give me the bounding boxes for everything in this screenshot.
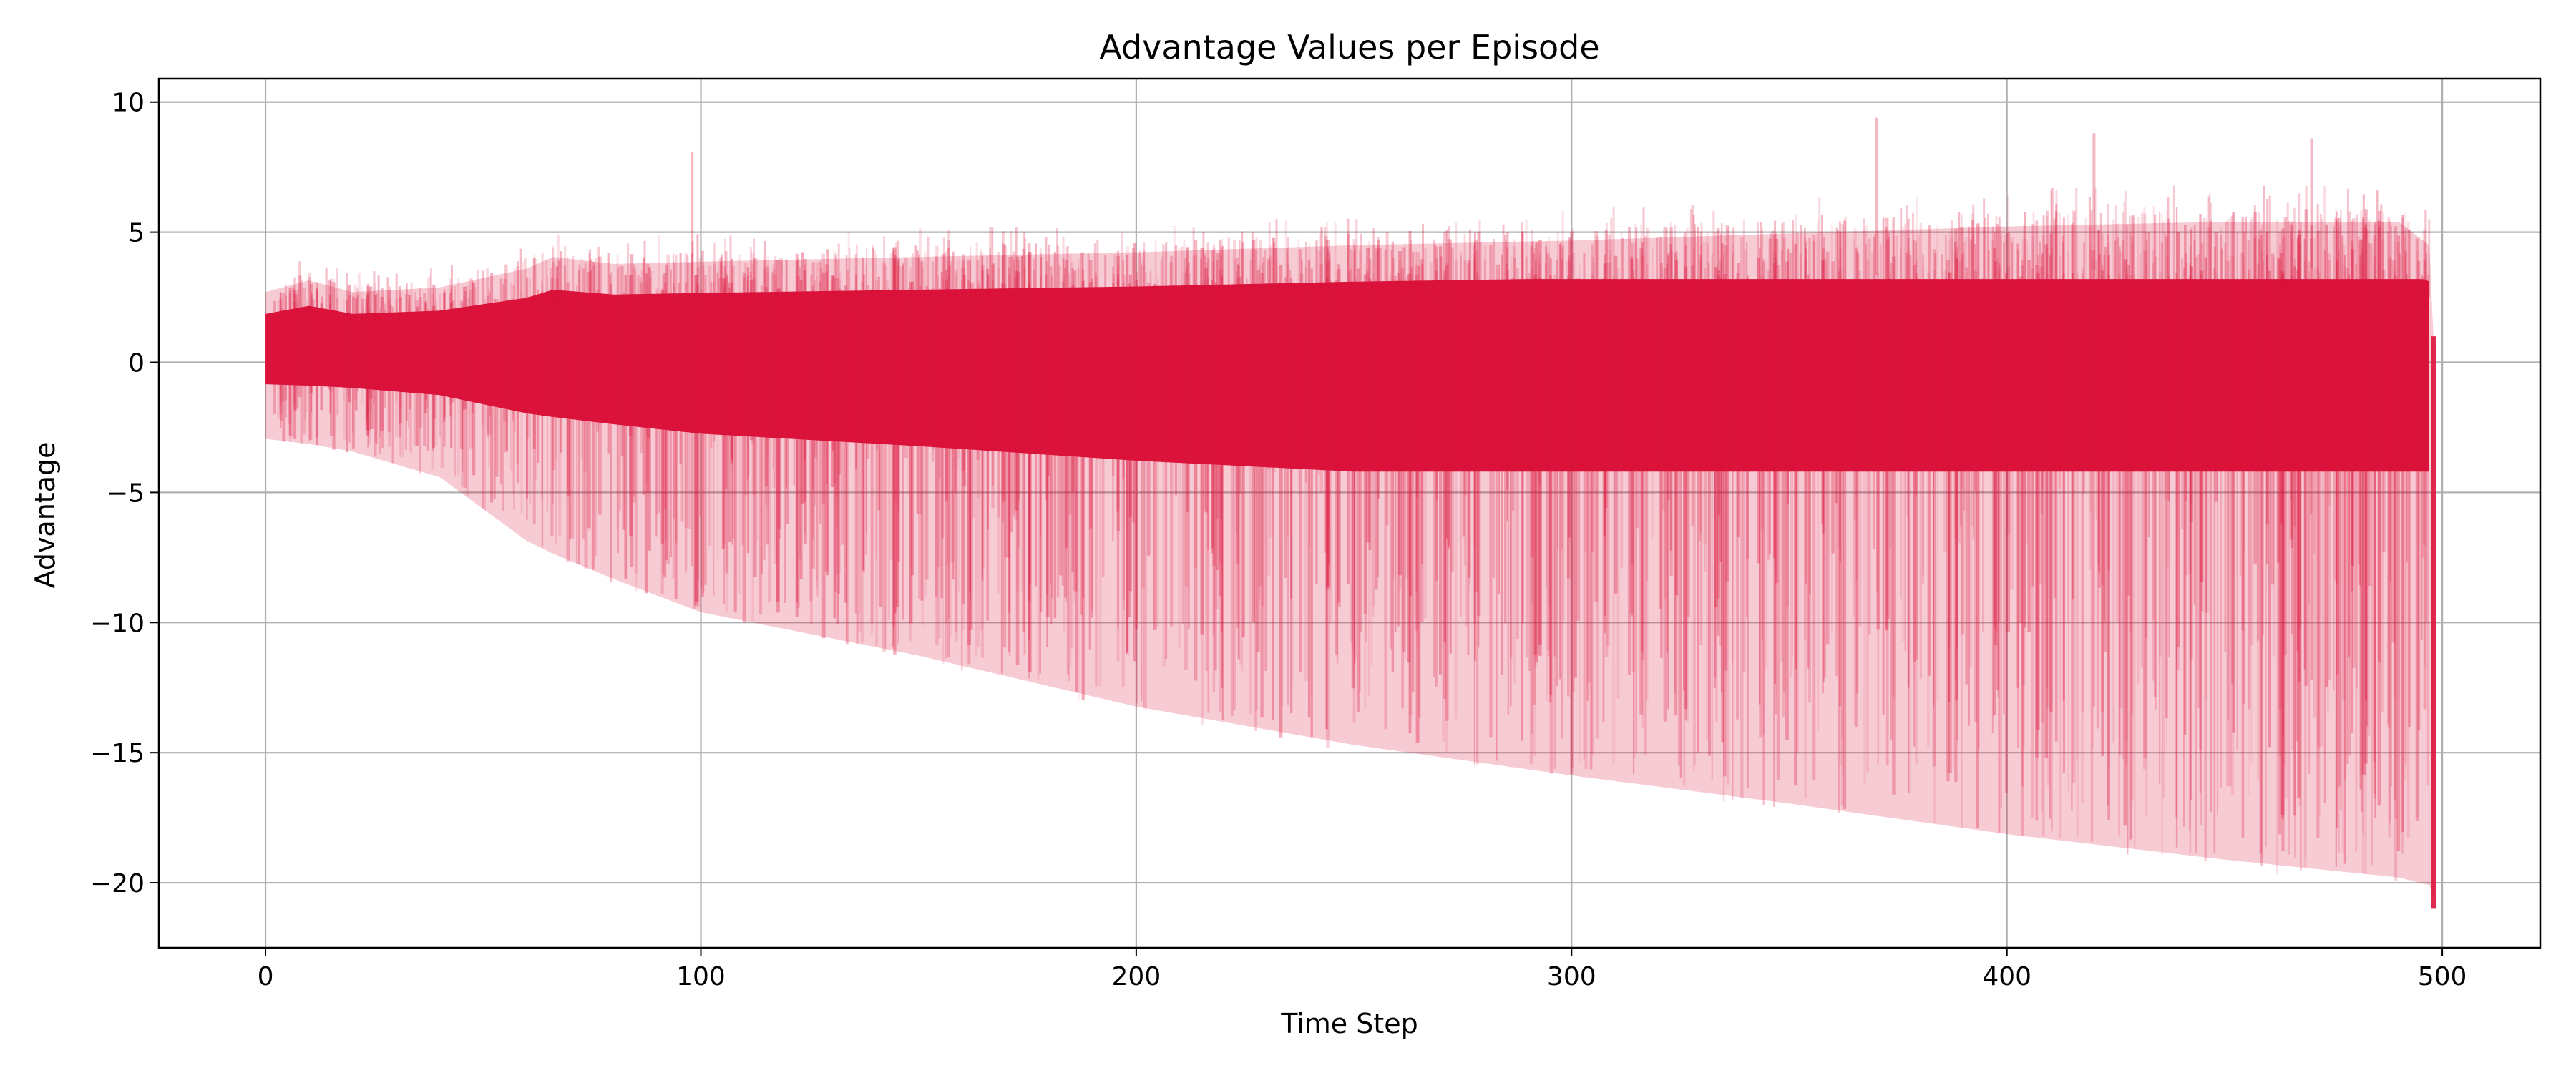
y-tick-label: −10 bbox=[90, 609, 145, 638]
x-tick-label: 100 bbox=[676, 962, 726, 991]
y-axis: 10 5 0 −5 −10 −15 −20 bbox=[90, 89, 159, 898]
x-tick-label: 300 bbox=[1547, 962, 1596, 991]
episode-streaks bbox=[273, 185, 2431, 881]
x-axis-label: Time Step bbox=[1280, 1008, 1418, 1039]
x-tick-label: 500 bbox=[2418, 962, 2467, 991]
y-tick-label: 5 bbox=[128, 219, 145, 248]
y-tick-label: 10 bbox=[112, 89, 145, 118]
plot-area bbox=[265, 117, 2436, 909]
plot-frame bbox=[157, 77, 2542, 949]
y-axis-label: Advantage bbox=[29, 442, 61, 589]
x-tick-label: 0 bbox=[258, 962, 274, 991]
x-tick-label: 400 bbox=[1982, 962, 2031, 991]
y-tick-label: −5 bbox=[107, 479, 145, 508]
x-tick-label: 200 bbox=[1112, 962, 1161, 991]
x-axis: 0 100 200 300 400 500 bbox=[258, 948, 2467, 991]
y-tick-label: 0 bbox=[128, 349, 145, 378]
advantage-envelope bbox=[265, 222, 2434, 898]
y-tick-label: −20 bbox=[90, 869, 145, 898]
y-tick-label: −15 bbox=[90, 739, 145, 768]
chart-title: Advantage Values per Episode bbox=[1099, 28, 1599, 67]
advantage-core-band bbox=[265, 279, 2429, 472]
